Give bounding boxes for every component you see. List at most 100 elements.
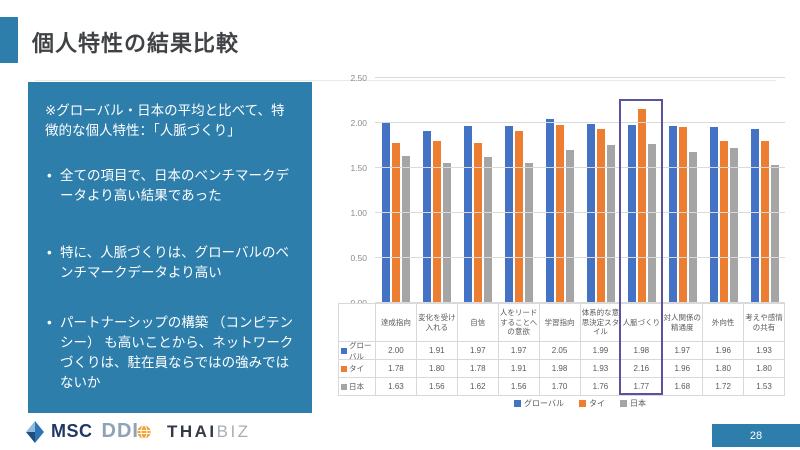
commentary-intro: ※グローバル・日本の平均と比べて、特徴的な個人特性：「人脈づくり」 (45, 103, 285, 138)
table-value-cell: 1.56 (416, 378, 458, 396)
bar-タイ (391, 142, 400, 303)
y-tick-label: 2.50 (350, 73, 367, 83)
chart-legend: グローバル タイ 日本 (375, 398, 785, 409)
table-column-header: 学習指向 (539, 304, 581, 342)
series-color-swatch (341, 347, 347, 354)
bar-グローバル (750, 129, 759, 303)
bar-タイ (637, 108, 646, 303)
table-value-cell: 1.97 (457, 342, 499, 360)
table-value-cell: 1.93 (580, 360, 622, 378)
bar-日本 (688, 151, 697, 303)
bar-日本 (770, 165, 779, 303)
bar-グローバル (545, 118, 554, 303)
bar-グローバル (627, 124, 636, 303)
gridline (375, 257, 785, 258)
table-value-cell: 1.62 (457, 378, 499, 396)
table-column-header: 対人関係の精通度 (662, 304, 704, 342)
legend-label: 日本 (629, 399, 646, 408)
table-value-cell: 2.00 (376, 342, 417, 360)
table-column-header: 外向性 (703, 304, 745, 342)
chart-plot-area (375, 77, 785, 303)
bar-日本 (729, 148, 738, 303)
bar-日本 (606, 144, 615, 303)
bar-日本 (647, 143, 656, 303)
gridline (375, 302, 785, 303)
bar-タイ (555, 124, 564, 303)
table-value-cell: 1.99 (580, 342, 622, 360)
bar-group-10 (744, 78, 785, 303)
legend-label: タイ (588, 399, 605, 408)
bar-グローバル (422, 131, 431, 303)
bar-タイ (432, 141, 441, 303)
bullet-item: パートナーシップの構築 （コンピテンシー） も高いことから、ネットワークづくりは… (45, 313, 297, 393)
table-value-cell: 1.98 (539, 360, 581, 378)
legend-swatch (514, 400, 522, 407)
ddi-globe-icon (137, 424, 151, 439)
page-number-badge: 28 (712, 424, 800, 447)
table-value-cell: 1.80 (416, 360, 458, 378)
commentary-box: ※グローバル・日本の平均と比べて、特徴的な個人特性：「人脈づくり」 全ての項目で… (28, 82, 312, 413)
table-value-cell: 1.97 (662, 342, 704, 360)
bar-group-5 (539, 78, 580, 303)
thaibiz-logo-thai: THAI (166, 421, 217, 441)
bar-日本 (483, 157, 492, 303)
legend-swatch (619, 400, 627, 407)
table-value-cell: 1.78 (457, 360, 499, 378)
table-row-header: グローバル (339, 340, 376, 361)
table-corner-cell (339, 304, 376, 342)
table-value-cell: 1.80 (744, 360, 785, 378)
bar-タイ (473, 142, 482, 303)
ddi-logo-text: DDI (101, 420, 139, 442)
bullet-item: 全ての項目で、日本のベンチマークデータより高い結果であった (45, 166, 297, 206)
bar-タイ (596, 129, 605, 303)
bar-タイ (678, 126, 687, 303)
bar-日本 (442, 162, 451, 303)
table-value-cell: 1.80 (703, 360, 745, 378)
legend-item-日本: 日本 (619, 398, 646, 409)
title-divider (35, 80, 776, 81)
series-color-swatch (341, 383, 347, 390)
bar-group-6 (580, 78, 621, 303)
bar-タイ (719, 141, 728, 303)
title-accent-bar (0, 17, 18, 63)
y-tick-label: 0.50 (350, 253, 367, 263)
bar-グローバル (463, 125, 472, 303)
bar-日本 (524, 162, 533, 303)
commentary-bullet-list: 全ての項目で、日本のベンチマークデータより高い結果であった 特に、人脈づくりは、… (45, 166, 297, 393)
bar-group-7 (621, 78, 662, 303)
y-tick-label: 1.50 (350, 163, 367, 173)
table-value-cell: 1.93 (744, 342, 785, 360)
page-number: 28 (749, 429, 763, 442)
chart-bars (375, 78, 785, 303)
y-tick-label: 1.00 (350, 208, 367, 218)
table-column-header: 達成指向 (376, 304, 417, 342)
series-name: グローバル (349, 340, 372, 361)
y-tick-label: 2.00 (350, 118, 367, 128)
table-column-header: 体系的な意思決定スタイル (580, 304, 622, 342)
table-value-cell: 1.70 (539, 378, 581, 396)
bar-group-9 (703, 78, 744, 303)
table-value-cell: 1.63 (376, 378, 417, 396)
gridline (375, 122, 785, 123)
footer-logos: MSC DDI THAI BIZ (24, 420, 251, 443)
table-value-cell: 1.68 (662, 378, 704, 396)
msc-logo-icon (26, 420, 44, 443)
series-color-swatch (341, 365, 347, 372)
table-value-cell: 1.96 (703, 342, 745, 360)
legend-label: グローバル (524, 399, 564, 408)
series-name: 日本 (349, 382, 364, 391)
thaibiz-logo-biz: BIZ (216, 421, 251, 441)
bullet-item: 特に、人脈づくりは、グローバルのベンチマークデータより高い (45, 243, 297, 283)
page-title: 個人特性の結果比較 (32, 31, 240, 56)
bar-group-2 (416, 78, 457, 303)
bar-タイ (760, 141, 769, 303)
table-value-cell: 1.91 (498, 360, 540, 378)
table-row-header: 日本 (339, 378, 376, 396)
table-column-header: 自信 (457, 304, 499, 342)
table-value-cell: 1.96 (662, 360, 704, 378)
legend-item-グローバル: グローバル (514, 398, 564, 409)
chart-data-table: 達成指向 変化を受け入れる 自信 人をリードすることへの意欲 学習指向 体系的な意思決定ス… (338, 303, 785, 396)
table-column-header: 変化を受け入れる (416, 304, 458, 342)
chart-y-axis: 0.000.501.001.502.002.50 (336, 73, 370, 308)
